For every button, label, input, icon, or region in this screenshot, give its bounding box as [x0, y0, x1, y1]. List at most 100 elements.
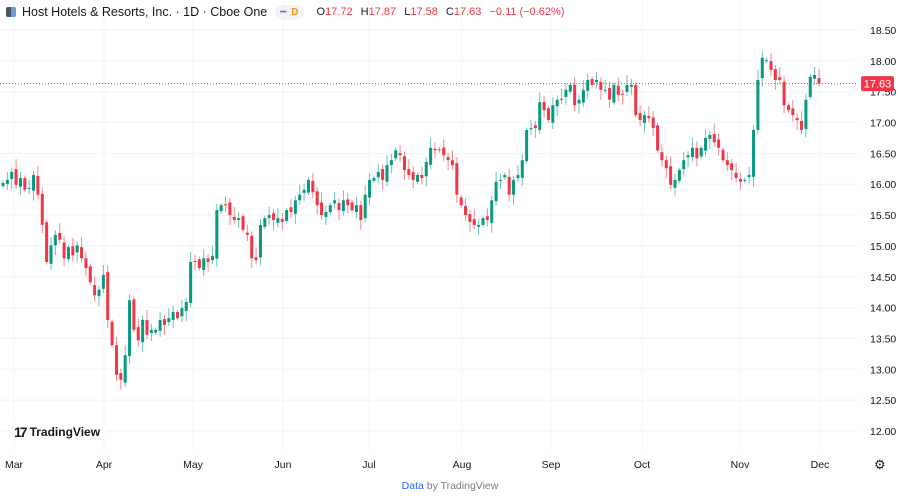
- candle-body: [791, 108, 795, 116]
- candle-body: [237, 218, 241, 221]
- candle-body: [573, 84, 577, 106]
- y-tick-label: 15.50: [870, 210, 896, 222]
- candle-body: [695, 147, 699, 159]
- candle-body: [350, 202, 354, 211]
- candle-body: [577, 99, 581, 104]
- change-value: −0.11 (−0.62%): [489, 6, 565, 18]
- market-status-badge[interactable]: ━ D: [275, 4, 304, 20]
- candle-body: [254, 257, 258, 261]
- candle-body: [538, 102, 542, 130]
- candle-body: [372, 178, 376, 181]
- close-value: 17.63: [453, 6, 482, 18]
- candle-body: [717, 139, 721, 148]
- candle-body: [760, 57, 764, 79]
- candle-body: [699, 147, 703, 157]
- candle-body: [154, 329, 158, 333]
- candle-body: [525, 129, 529, 162]
- data-link[interactable]: Data: [401, 480, 424, 492]
- price-chart[interactable]: 18.5018.0017.5017.0016.5016.0015.5015.00…: [0, 0, 900, 476]
- candle-body: [149, 329, 153, 333]
- candle-body: [267, 215, 271, 219]
- candle-body: [608, 87, 612, 100]
- candle-body: [651, 117, 655, 129]
- tradingview-logo[interactable]: 17 TradingView: [8, 420, 107, 444]
- candle-body: [241, 216, 245, 230]
- candle-body: [669, 166, 673, 185]
- candle-body: [285, 210, 289, 221]
- candle-body: [512, 179, 516, 195]
- candle-body: [228, 202, 232, 216]
- time-axis[interactable]: Mar Apr May Jun Jul Aug Sep Oct Nov Dec: [5, 459, 829, 471]
- candle-body: [136, 327, 140, 341]
- candle-body: [23, 178, 27, 190]
- candle-body: [433, 148, 437, 151]
- y-tick-label: 13.00: [870, 364, 896, 376]
- candle-body: [673, 179, 677, 188]
- candle-body: [171, 311, 175, 320]
- candle-body: [145, 319, 149, 335]
- candle-body: [45, 222, 49, 262]
- candle-body: [564, 89, 568, 97]
- candle-body: [752, 129, 756, 177]
- candle-body: [385, 165, 389, 182]
- candle-body: [712, 133, 716, 143]
- candle-body: [394, 150, 398, 159]
- low-value: 17.58: [410, 6, 438, 18]
- x-tick-label: May: [183, 459, 204, 471]
- candle-body: [420, 174, 424, 179]
- candle-body: [176, 311, 180, 319]
- candle-body: [516, 174, 520, 179]
- candle-body: [346, 199, 350, 206]
- candle-body: [625, 84, 629, 93]
- y-tick-label: 16.50: [870, 148, 896, 160]
- candle-body: [224, 204, 228, 206]
- open-value: 17.72: [325, 6, 353, 18]
- candle-body: [315, 191, 319, 206]
- candle-body: [359, 205, 363, 221]
- candle-body: [141, 319, 145, 343]
- candle-body: [642, 115, 646, 123]
- candle-body: [459, 197, 463, 206]
- symbol-title[interactable]: Host Hotels & Resorts, Inc. · 1D · Cboe …: [22, 5, 268, 19]
- candle-body: [71, 246, 75, 256]
- candle-body: [738, 178, 742, 182]
- candle-body: [621, 93, 625, 95]
- candle-body: [206, 258, 210, 262]
- candle-body: [813, 75, 817, 79]
- candle-body: [258, 224, 262, 258]
- symbol-logo-icon: [6, 7, 16, 17]
- candle-body: [756, 79, 760, 130]
- candle-body: [232, 216, 236, 221]
- candle-body: [555, 99, 559, 107]
- candle-body: [485, 216, 489, 221]
- candle-body: [162, 319, 166, 325]
- candle-body: [542, 102, 546, 111]
- candle-body: [276, 218, 280, 223]
- candle-body: [363, 194, 367, 219]
- candle-body: [101, 274, 105, 289]
- candle-body: [660, 152, 664, 161]
- candle-body: [354, 205, 358, 212]
- candle-body: [219, 205, 223, 212]
- candle-body: [49, 245, 53, 264]
- candle-body: [376, 171, 380, 178]
- candle-body: [10, 171, 14, 179]
- candle-body: [97, 289, 101, 297]
- candle-body: [398, 153, 402, 156]
- candle-body: [804, 99, 808, 130]
- svg-text:17.63: 17.63: [864, 79, 892, 91]
- candle-body: [416, 174, 420, 182]
- price-axis[interactable]: 18.5018.0017.5017.0016.5016.0015.5015.00…: [870, 25, 896, 438]
- candle-body: [468, 214, 472, 222]
- candle-body: [210, 255, 214, 261]
- candle-body: [795, 117, 799, 121]
- candle-body: [119, 373, 123, 380]
- candle-body: [106, 272, 110, 320]
- candle-body: [311, 180, 315, 193]
- candle-body: [533, 125, 537, 129]
- gear-icon[interactable]: ⚙: [874, 457, 886, 472]
- candle-body: [725, 160, 729, 166]
- chart-legend: Host Hotels & Resorts, Inc. · 1D · Cboe …: [6, 3, 564, 21]
- candle-body: [189, 261, 193, 303]
- y-tick-label: 13.50: [870, 333, 896, 345]
